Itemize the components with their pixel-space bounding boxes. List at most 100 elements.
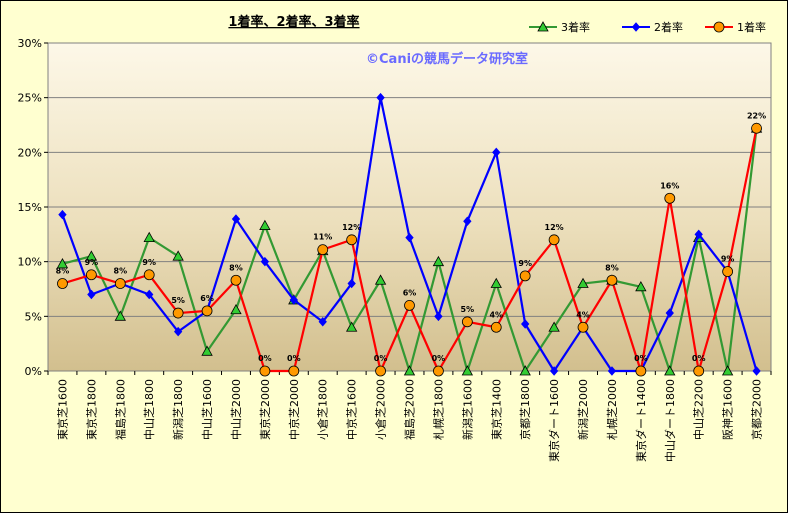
data-point-diamond bbox=[58, 209, 67, 220]
data-label: 0% bbox=[634, 354, 648, 363]
data-label: 8% bbox=[56, 267, 70, 276]
x-tick-label: 中山ダート1800 bbox=[663, 379, 677, 462]
y-tick-label: 30% bbox=[18, 37, 42, 50]
data-point-triangle bbox=[259, 219, 271, 230]
data-point-triangle bbox=[85, 250, 98, 261]
data-point-circle bbox=[143, 269, 155, 281]
x-tick-label: 小倉芝1800 bbox=[316, 379, 330, 440]
data-point-circle bbox=[751, 122, 762, 134]
x-tick-label: 中山芝2000 bbox=[230, 379, 243, 440]
data-label: 11% bbox=[313, 233, 332, 242]
data-point-diamond bbox=[173, 326, 183, 337]
data-label: 0% bbox=[258, 354, 272, 363]
series-circle bbox=[57, 122, 762, 377]
data-point-circle bbox=[490, 321, 502, 333]
data-point-circle bbox=[713, 21, 725, 33]
data-label: 8% bbox=[114, 267, 128, 276]
data-label: 9% bbox=[518, 259, 532, 268]
data-point-triangle bbox=[403, 365, 416, 376]
data-point-diamond bbox=[631, 22, 641, 32]
x-tick-label: 福島芝1800 bbox=[113, 379, 127, 440]
y-tick-label: 10% bbox=[18, 256, 42, 269]
data-label: 0% bbox=[374, 354, 388, 363]
y-axis: 0% 5% 10% 15% 20% 25% 30% bbox=[18, 37, 48, 378]
data-point-circle bbox=[722, 266, 734, 277]
data-point-diamond bbox=[434, 311, 443, 322]
data-label: 0% bbox=[287, 354, 301, 363]
data-label: 8% bbox=[605, 263, 619, 272]
data-label: 4% bbox=[489, 310, 503, 319]
y-tick-label: 0% bbox=[25, 365, 42, 378]
series-group bbox=[56, 92, 763, 377]
data-point-diamond bbox=[752, 366, 761, 376]
chart-title: 1着率、2着率、3着率 bbox=[228, 14, 359, 30]
data-point-triangle bbox=[461, 365, 474, 376]
x-tick-label: 札幌芝2000 bbox=[605, 379, 619, 440]
data-point-diamond bbox=[347, 278, 356, 289]
data-point-circle bbox=[606, 274, 618, 286]
x-tick-label: 京都芝1800 bbox=[518, 379, 532, 440]
x-axis: 東京芝1600 東京芝1800 福島芝1800 中山芝1800 新潟芝1800 中山芝16… bbox=[47, 371, 772, 462]
data-point-triangle bbox=[537, 21, 549, 32]
legend: 3着率 2着率 1着率 bbox=[529, 20, 766, 34]
x-tick-label: 東京芝2000 bbox=[258, 379, 272, 440]
x-tick-label: 新潟芝1800 bbox=[171, 379, 185, 440]
data-label: 0% bbox=[692, 354, 706, 363]
data-point-circle bbox=[664, 192, 676, 204]
data-label: 12% bbox=[342, 223, 361, 232]
x-tick-label: 京都芝2000 bbox=[750, 379, 764, 440]
data-point-circle bbox=[346, 234, 358, 246]
data-label: 5% bbox=[461, 305, 475, 314]
x-tick-label: 中京芝1600 bbox=[345, 379, 359, 440]
data-point-diamond bbox=[665, 308, 674, 318]
data-point-circle bbox=[201, 305, 213, 317]
data-label: 9% bbox=[721, 255, 735, 264]
y-tick-label: 15% bbox=[18, 201, 42, 214]
data-point-diamond bbox=[405, 232, 414, 243]
watermark: ©Caniの競馬データ研究室 bbox=[366, 51, 528, 67]
data-point-triangle bbox=[172, 250, 184, 261]
data-point-circle bbox=[85, 269, 97, 281]
data-point-diamond bbox=[145, 289, 154, 300]
data-point-triangle bbox=[114, 310, 126, 321]
data-point-circle bbox=[433, 365, 444, 377]
data-point-triangle bbox=[548, 321, 560, 332]
x-tick-label: 新潟芝2000 bbox=[576, 379, 590, 440]
x-tick-label: 札幌芝1800 bbox=[431, 379, 445, 440]
data-point-circle bbox=[461, 316, 473, 328]
data-point-triangle bbox=[56, 258, 69, 269]
data-point-circle bbox=[404, 299, 415, 311]
data-point-circle bbox=[375, 365, 386, 377]
data-point-diamond bbox=[492, 147, 501, 158]
x-tick-label: 福島芝2000 bbox=[403, 379, 417, 440]
data-point-circle bbox=[288, 365, 300, 377]
data-point-circle bbox=[114, 278, 126, 289]
data-point-diamond bbox=[607, 366, 617, 376]
legend-label: 1着率 bbox=[737, 20, 766, 34]
data-label: 4% bbox=[576, 310, 590, 319]
data-point-triangle bbox=[143, 231, 155, 243]
data-labels: 8% 9% 8% 9% 5% 6% 8% 0% 0% 11% 12% 0% 6% 0% 5% 4% 9% 12% 4… bbox=[56, 111, 766, 363]
data-point-triangle bbox=[577, 277, 589, 288]
x-tick-label: 東京芝1400 bbox=[489, 379, 503, 440]
legend-label: 2着率 bbox=[654, 20, 683, 34]
data-point-diamond bbox=[549, 366, 559, 376]
data-label: 9% bbox=[85, 258, 99, 267]
data-label: 6% bbox=[403, 288, 417, 297]
x-tick-label: 中山芝1800 bbox=[143, 379, 156, 440]
x-tick-label: 中山芝2200 bbox=[693, 379, 706, 440]
data-label: 5% bbox=[171, 296, 185, 305]
x-tick-label: 東京ダート1400 bbox=[634, 379, 648, 462]
data-label: 12% bbox=[545, 223, 564, 232]
data-point-triangle bbox=[201, 345, 213, 356]
data-point-circle bbox=[577, 321, 589, 333]
data-point-circle bbox=[57, 278, 68, 289]
data-point-circle bbox=[317, 244, 329, 256]
data-point-diamond bbox=[463, 216, 472, 226]
data-label: 8% bbox=[229, 263, 243, 272]
data-point-diamond bbox=[87, 289, 96, 300]
data-point-diamond bbox=[289, 295, 298, 305]
x-tick-label: 東京芝1600 bbox=[55, 379, 69, 440]
